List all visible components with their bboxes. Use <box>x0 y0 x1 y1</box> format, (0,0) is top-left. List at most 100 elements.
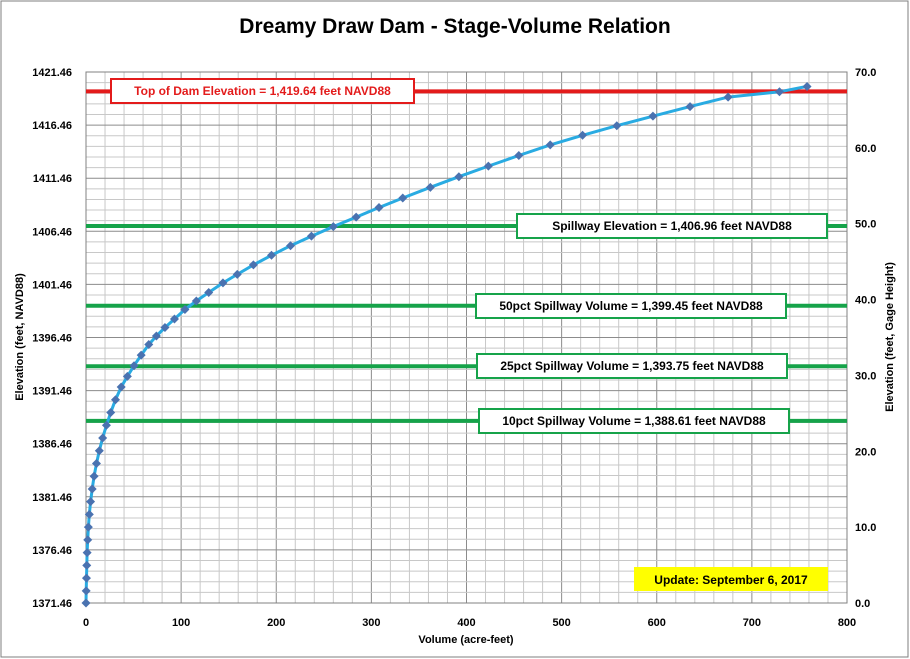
reference-label: 50pct Spillway Volume = 1,399.45 feet NA… <box>499 299 763 313</box>
y-tick-label-right: 20.0 <box>855 446 876 458</box>
data-point <box>612 121 622 131</box>
data-point <box>351 212 361 222</box>
data-point <box>802 81 812 91</box>
series-layer <box>81 81 812 608</box>
y-tick-label-left: 1381.46 <box>32 492 72 504</box>
data-point <box>136 350 146 360</box>
data-point <box>91 458 101 468</box>
y-tick-label-left: 1401.46 <box>32 279 72 291</box>
tick-labels: 0 100 200 300 400 500 600 700 800 1371.46 1376.46 1… <box>32 67 876 629</box>
y-tick-label-left: 1371.46 <box>32 598 72 610</box>
data-point <box>84 509 94 519</box>
y-axis-title-right: Elevation (feet, Gage Height) <box>884 262 896 412</box>
data-point <box>306 231 316 241</box>
y-tick-label-left: 1406.46 <box>32 226 72 238</box>
data-point <box>232 269 242 279</box>
y-tick-label-left: 1411.46 <box>33 173 72 185</box>
data-point <box>204 287 214 297</box>
reference-label: Top of Dam Elevation = 1,419.64 feet NAV… <box>134 84 391 98</box>
chart-title: Dreamy Draw Dam - Stage-Volume Relation <box>239 15 670 38</box>
y-tick-label-right: 0.0 <box>855 598 870 610</box>
x-axis-title: Volume (acre-feet) <box>418 634 513 646</box>
reference-label: 25pct Spillway Volume = 1,393.75 feet NA… <box>500 359 764 373</box>
data-point <box>116 382 126 392</box>
x-tick-label: 300 <box>362 617 380 629</box>
data-point <box>81 573 91 583</box>
data-point <box>160 323 170 333</box>
y-tick-label-right: 70.0 <box>855 67 876 79</box>
reference-label-box <box>476 353 788 379</box>
data-point <box>106 407 116 417</box>
y-tick-label-left: 1416.46 <box>32 120 72 132</box>
data-point <box>374 203 384 213</box>
x-tick-label: 0 <box>83 617 89 629</box>
data-point <box>218 278 228 288</box>
reference-labels: Top of Dam Elevation = 1,419.64 feet NAV… <box>110 78 828 434</box>
data-point <box>483 161 493 171</box>
data-point <box>101 420 111 430</box>
data-point <box>648 111 658 121</box>
data-point <box>685 102 695 112</box>
annotation-layer: Update: September 6, 2017 <box>634 567 828 591</box>
reference-label: 10pct Spillway Volume = 1,388.61 feet NA… <box>502 414 766 428</box>
y-tick-label-right: 60.0 <box>855 143 876 155</box>
update-badge <box>634 567 828 591</box>
data-point <box>129 361 139 371</box>
reference-label: Spillway Elevation = 1,406.96 feet NAVD8… <box>552 219 792 233</box>
data-point <box>398 193 408 203</box>
y-tick-label-left: 1421.46 <box>32 67 72 79</box>
x-tick-label: 400 <box>457 617 475 629</box>
x-tick-label: 100 <box>172 617 190 629</box>
data-point <box>248 260 258 270</box>
data-point <box>87 484 97 494</box>
data-point <box>151 331 161 341</box>
y-tick-label-right: 30.0 <box>855 370 876 382</box>
data-point <box>545 140 555 150</box>
data-point <box>89 471 99 481</box>
update-text: Update: September 6, 2017 <box>654 573 808 587</box>
x-tick-label: 700 <box>743 617 761 629</box>
data-point <box>82 548 92 558</box>
y-tick-label-left: 1386.46 <box>32 439 72 451</box>
data-point <box>723 92 733 102</box>
data-point <box>81 586 91 596</box>
x-tick-label: 800 <box>838 617 856 629</box>
data-point <box>191 296 201 306</box>
data-point <box>81 598 91 608</box>
x-tick-label: 200 <box>267 617 285 629</box>
data-point <box>578 130 588 140</box>
reference-label-box <box>478 408 790 434</box>
data-point <box>86 497 96 507</box>
reference-label-box <box>110 78 415 104</box>
data-point <box>122 371 132 381</box>
data-point <box>169 314 179 324</box>
data-point <box>110 395 120 405</box>
data-point <box>94 446 104 456</box>
data-point <box>328 222 338 232</box>
data-point <box>83 535 93 545</box>
data-point <box>774 87 784 97</box>
y-tick-label-right: 50.0 <box>855 219 876 231</box>
data-point <box>514 150 524 160</box>
data-point <box>425 182 435 192</box>
y-tick-label-left: 1391.46 <box>32 386 72 398</box>
y-tick-label-left: 1396.46 <box>32 333 72 345</box>
data-point <box>98 433 108 443</box>
data-point <box>180 304 190 314</box>
data-point <box>82 560 92 570</box>
y-tick-label-left: 1376.46 <box>32 545 72 557</box>
y-tick-label-right: 10.0 <box>855 522 876 534</box>
y-tick-label-right: 40.0 <box>855 295 876 307</box>
data-point <box>83 522 93 532</box>
data-point <box>266 250 276 260</box>
reference-label-box <box>516 213 828 239</box>
plot-area-frame <box>85 71 848 604</box>
x-tick-label: 500 <box>552 617 570 629</box>
reference-label-box <box>475 293 787 319</box>
data-point <box>454 172 464 182</box>
x-tick-label: 600 <box>648 617 666 629</box>
data-point <box>144 340 154 350</box>
